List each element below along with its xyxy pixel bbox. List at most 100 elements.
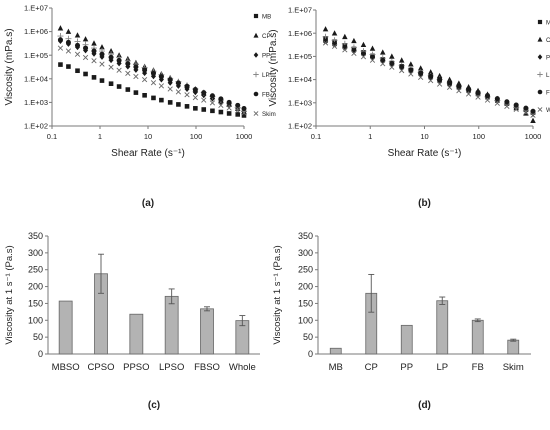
data-point — [398, 57, 405, 63]
bar-lpso — [164, 295, 179, 355]
y-tick-label: 100 — [298, 315, 313, 325]
y-tick-label: 250 — [28, 265, 43, 275]
x-tick-label: 1000 — [525, 132, 542, 141]
data-point — [91, 75, 97, 80]
data-point — [218, 109, 224, 115]
error-bar — [439, 296, 446, 305]
data-point — [523, 105, 529, 111]
data-point — [399, 67, 405, 74]
y-tick-label: 300 — [298, 248, 313, 258]
x-tick-label: 0.1 — [47, 132, 57, 141]
data-point — [465, 91, 472, 97]
y-tick-label: 1.E+06 — [24, 27, 48, 36]
y-tick-label: 1.E+02 — [288, 122, 312, 131]
data-point — [57, 25, 64, 31]
data-point — [74, 42, 81, 48]
legend-marker — [253, 71, 259, 78]
data-point — [192, 94, 198, 101]
x-tick-label: 100 — [472, 132, 485, 141]
data-point — [389, 61, 395, 67]
data-point — [226, 99, 232, 105]
panel-label: (d) — [418, 400, 431, 411]
category-label: Whole — [229, 362, 256, 373]
data-point — [175, 89, 182, 95]
data-point — [351, 48, 357, 54]
data-point — [408, 71, 414, 77]
data-point — [175, 80, 181, 86]
category-label: PP — [400, 362, 413, 373]
data-point — [235, 107, 241, 114]
data-point — [141, 77, 148, 83]
data-point — [184, 86, 190, 92]
category-label: CP — [365, 362, 378, 373]
error-bar — [474, 318, 481, 323]
x-axis-label: Shear Rate (s⁻¹) — [111, 148, 185, 159]
category-label: MBSO — [52, 362, 80, 373]
y-tick-label: 1.E+04 — [288, 75, 312, 84]
data-point — [91, 40, 97, 46]
y-tick-label: 0 — [308, 349, 313, 359]
data-point — [142, 67, 148, 73]
legend-label: LPSO — [546, 72, 550, 79]
data-point — [159, 97, 164, 103]
data-point — [437, 81, 443, 87]
data-point — [360, 51, 367, 57]
data-point — [193, 106, 198, 111]
y-tick-label: 1.E+03 — [288, 98, 312, 107]
y-tick-label: 100 — [28, 315, 43, 325]
data-point — [408, 61, 414, 67]
error-bar — [98, 253, 104, 294]
legend-label: Skim — [262, 111, 276, 118]
y-tick-label: 150 — [298, 298, 313, 308]
legend-label: MBSO — [546, 19, 550, 26]
data-point — [91, 50, 97, 57]
data-point — [351, 37, 357, 44]
x-axis-label: Shear Rate (s⁻¹) — [388, 148, 462, 159]
data-point — [74, 51, 81, 57]
data-point — [99, 61, 105, 67]
bar-mbso — [58, 300, 73, 355]
data-point — [74, 32, 81, 38]
legend-label: FBSO — [546, 89, 550, 96]
legend-marker — [537, 54, 543, 60]
y-tick-label: 1.E+03 — [24, 98, 48, 107]
data-point — [323, 38, 329, 44]
data-point — [116, 67, 122, 73]
data-point — [437, 77, 443, 83]
x-tick-label: 10 — [420, 132, 428, 141]
data-point — [369, 45, 376, 51]
data-point — [241, 105, 247, 112]
data-point — [447, 80, 453, 86]
panel-label: (a) — [142, 198, 154, 209]
x-tick-label: 1000 — [236, 132, 253, 141]
bar-lp — [436, 300, 449, 355]
x-tick-label: 10 — [144, 132, 152, 141]
legend-label: LP — [262, 72, 270, 79]
y-tick-label: 1.E+05 — [288, 52, 312, 61]
data-point — [125, 61, 131, 67]
data-point — [475, 89, 481, 95]
y-axis-label: Viscosity at 1 s⁻¹ (Pa.s) — [4, 245, 15, 344]
data-point — [58, 62, 63, 67]
data-point — [99, 44, 105, 50]
data-point — [150, 70, 156, 76]
data-point — [379, 49, 386, 55]
data-point — [99, 51, 105, 57]
data-point — [167, 100, 173, 105]
category-label: FBSO — [194, 362, 220, 373]
data-point — [210, 108, 215, 114]
y-tick-label: 200 — [298, 282, 313, 292]
category-label: CPSO — [88, 362, 115, 373]
y-tick-label: 150 — [28, 298, 43, 308]
data-point — [513, 102, 519, 108]
legend-label: Whole — [546, 107, 550, 114]
category-label: LP — [436, 362, 448, 373]
x-tick-label: 1 — [98, 132, 102, 141]
data-point — [456, 88, 462, 94]
legend-label: CP — [262, 33, 271, 40]
data-point — [184, 83, 190, 89]
data-point — [484, 97, 491, 103]
data-point — [142, 92, 147, 98]
data-point — [158, 74, 164, 80]
data-point — [108, 81, 114, 86]
